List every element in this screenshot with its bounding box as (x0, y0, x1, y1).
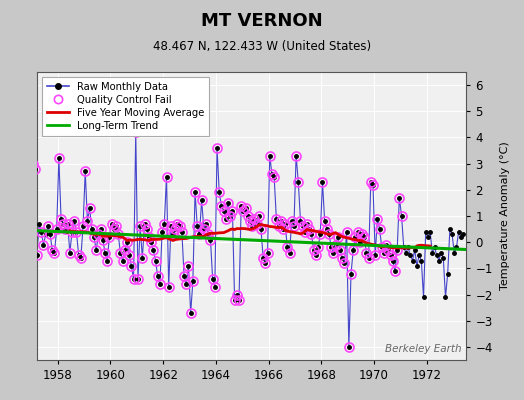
Y-axis label: Temperature Anomaly (°C): Temperature Anomaly (°C) (500, 142, 510, 290)
Text: MT VERNON: MT VERNON (201, 12, 323, 30)
Text: 48.467 N, 122.433 W (United States): 48.467 N, 122.433 W (United States) (153, 40, 371, 53)
Text: Berkeley Earth: Berkeley Earth (386, 344, 462, 354)
Legend: Raw Monthly Data, Quality Control Fail, Five Year Moving Average, Long-Term Tren: Raw Monthly Data, Quality Control Fail, … (42, 77, 209, 136)
